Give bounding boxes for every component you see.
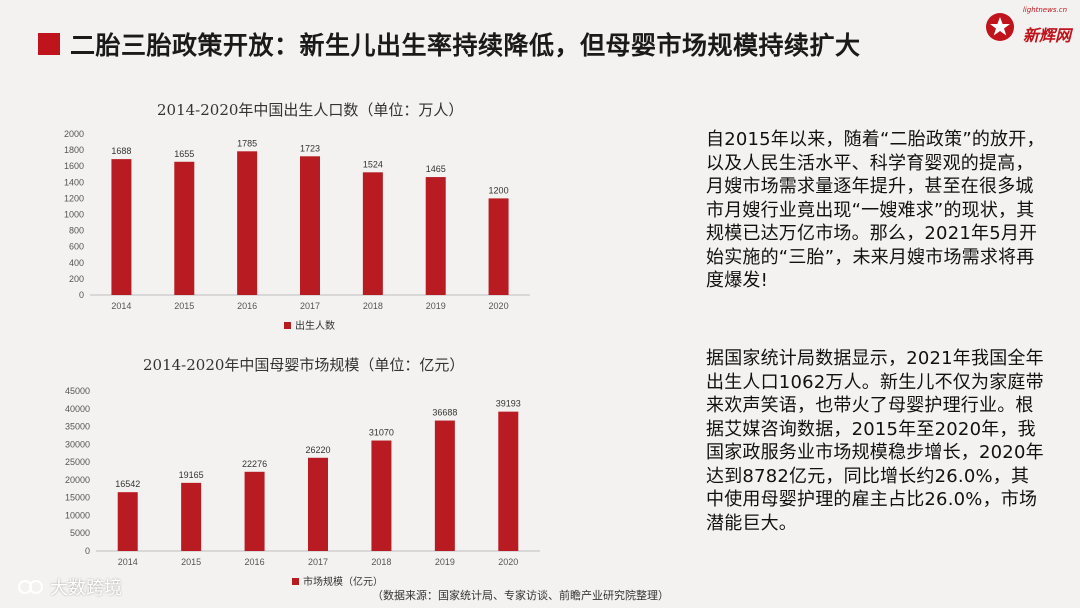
y-tick-label: 20000	[65, 475, 90, 485]
bar	[434, 420, 455, 551]
bar	[181, 482, 202, 551]
y-tick-label: 1400	[64, 177, 84, 187]
bar	[117, 492, 138, 551]
data-label: 39193	[496, 399, 521, 409]
bar	[362, 172, 383, 295]
intro-paragraph: 自2015年以来，随着“二胎政策”的放开，以及人民生活水平、科学育婴观的提高，月…	[706, 129, 1045, 291]
x-tick-label: 2019	[426, 301, 446, 311]
bar	[237, 151, 258, 295]
y-tick-label: 400	[69, 258, 84, 268]
data-label: 1723	[300, 143, 320, 153]
data-label: 22276	[242, 459, 267, 469]
x-tick-label: 2015	[181, 557, 201, 567]
brand-logo: lightnews.cn 新辉网	[985, 6, 1077, 50]
logo-url: lightnews.cn	[1022, 6, 1067, 14]
bar	[308, 457, 328, 551]
bar	[300, 156, 320, 295]
bar	[111, 159, 132, 295]
y-tick-label: 1200	[64, 193, 84, 203]
chart-2-title: 2014-2020年中国母婴市场规模（单位：亿元）	[143, 356, 465, 374]
data-label: 1785	[237, 138, 257, 148]
x-tick-label: 2014	[118, 557, 138, 567]
y-tick-label: 1000	[64, 210, 84, 220]
title-marker	[38, 33, 60, 55]
y-tick-label: 30000	[65, 439, 90, 449]
data-label: 26220	[305, 445, 330, 455]
star-logo-icon	[986, 13, 1014, 41]
y-tick-label: 1800	[64, 145, 84, 155]
x-tick-label: 2020	[489, 301, 509, 311]
y-tick-label: 800	[69, 226, 84, 236]
x-tick-label: 2014	[111, 301, 131, 311]
birth-population-chart: 0 200 400 600 800 1000 1200 1400 1600 1800 2000 168…	[64, 129, 530, 332]
x-tick-label: 2015	[174, 301, 194, 311]
y-tick-label: 15000	[65, 493, 90, 503]
data-source: （数据来源：国家统计局、专家访谈、前瞻产业研究院整理）	[372, 589, 669, 602]
x-tick-label: 2018	[371, 557, 391, 567]
bar	[244, 471, 265, 551]
bar	[488, 198, 509, 295]
legend-swatch	[292, 578, 299, 585]
data-label: 1688	[111, 146, 131, 156]
logo-name: 新辉网	[1022, 26, 1071, 45]
page-title: 二胎三胎政策开放：新生儿出生率持续降低，但母婴市场规模持续扩大	[70, 31, 861, 60]
x-tick-label: 2019	[435, 557, 455, 567]
data-label: 1655	[174, 149, 194, 159]
y-tick-label: 5000	[70, 528, 90, 538]
legend-label: 市场规模（亿元）	[303, 575, 383, 588]
y-tick-label: 35000	[65, 422, 90, 432]
x-tick-label: 2017	[300, 301, 320, 311]
bar	[498, 411, 519, 551]
x-tick-label: 2016	[245, 557, 265, 567]
data-label: 36688	[432, 408, 457, 418]
data-label: 1200	[489, 185, 509, 195]
watermark: 大数跨境	[18, 574, 122, 600]
y-tick-label: 0	[79, 290, 84, 300]
stats-paragraph: 据国家统计局数据显示，2021年我国全年出生人口1062万人。新生儿不仅为家庭带…	[706, 348, 1044, 534]
y-tick-label: 2000	[64, 129, 84, 139]
watermark-text: 大数跨境	[50, 578, 122, 599]
y-tick-label: 200	[69, 274, 84, 284]
y-tick-label: 0	[85, 546, 90, 556]
x-tick-label: 2017	[308, 557, 328, 567]
x-tick-label: 2016	[237, 301, 257, 311]
legend-label: 出生人数	[295, 319, 335, 332]
data-label: 31070	[369, 428, 394, 438]
y-tick-label: 45000	[65, 386, 90, 396]
y-tick-label: 600	[69, 242, 84, 252]
bar	[174, 161, 195, 295]
data-label: 16542	[115, 479, 140, 489]
data-label: 1465	[426, 164, 446, 174]
x-tick-label: 2020	[498, 557, 518, 567]
bar	[425, 177, 446, 295]
data-label: 19165	[179, 470, 204, 480]
y-tick-label: 40000	[65, 404, 90, 414]
bar	[371, 440, 392, 551]
y-tick-label: 25000	[65, 457, 90, 467]
data-label: 1524	[363, 159, 383, 169]
maternal-market-chart: 0 5000 10000 15000 20000 25000 30000 35000 40000…	[65, 386, 540, 588]
watermark-logo-icon	[18, 580, 43, 594]
y-tick-label: 1600	[64, 161, 84, 171]
legend-swatch	[284, 322, 291, 329]
header: 二胎三胎政策开放：新生儿出生率持续降低，但母婴市场规模持续扩大	[38, 26, 861, 62]
chart-1-title: 2014-2020年中国出生人口数（单位：万人）	[157, 101, 464, 119]
y-tick-label: 10000	[65, 510, 90, 520]
x-tick-label: 2018	[363, 301, 383, 311]
